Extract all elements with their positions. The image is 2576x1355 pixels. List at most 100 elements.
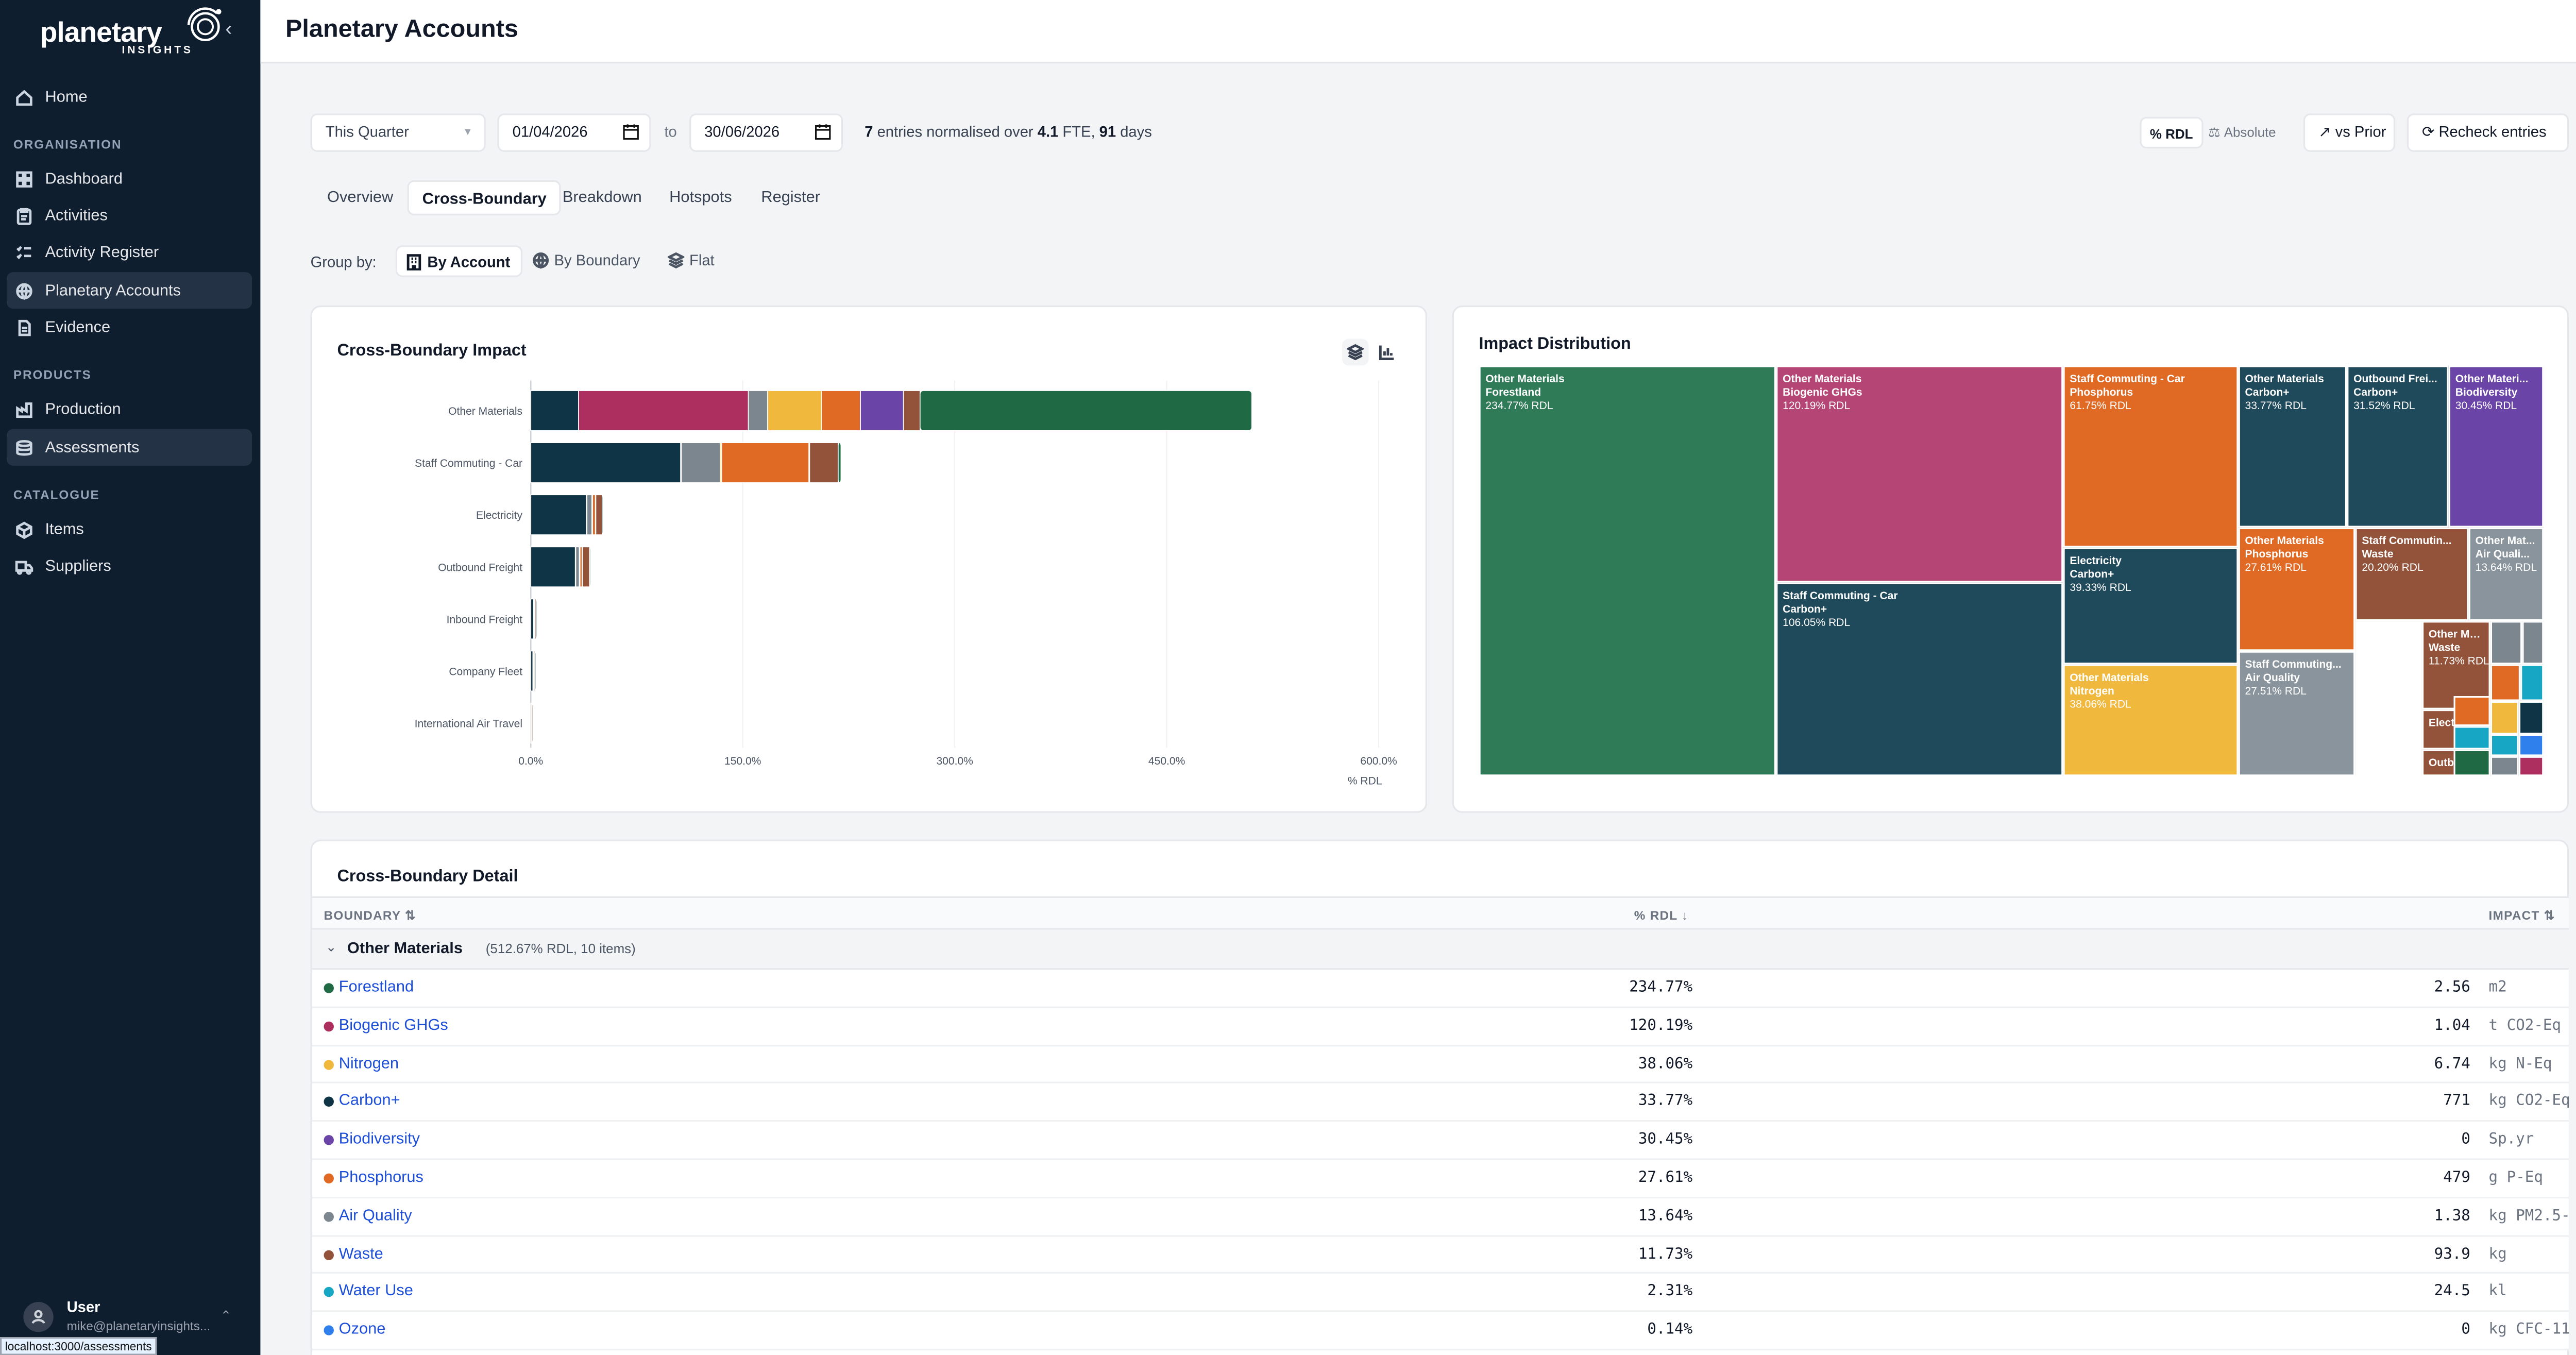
sidebar-item-suppliers[interactable]: Suppliers (7, 548, 252, 584)
treemap-cell[interactable]: Staff Commutin... Waste 20.20% RDL (2355, 527, 2469, 621)
treemap-cell[interactable]: Outbound Frei... Carbon+ 31.52% RDL (2347, 365, 2449, 528)
boundary-link[interactable]: Biogenic GHGs (338, 1016, 448, 1035)
treemap-cell-small[interactable] (2518, 701, 2544, 735)
bar-segment-phosphorus[interactable] (721, 442, 809, 483)
group-by-boundary[interactable]: By Boundary (524, 245, 650, 277)
sidebar-item-dashboard[interactable]: Dashboard (7, 160, 252, 197)
bar-segment-waste[interactable] (809, 442, 839, 483)
vs-prior-button[interactable]: ↗ vs Prior (2303, 113, 2396, 152)
treemap-cell-small[interactable] (2453, 749, 2490, 776)
bar-segment-biogenic[interactable] (578, 390, 749, 431)
group-by-account[interactable]: By Account (395, 245, 522, 277)
table-row[interactable]: Carbon+ 33.77% 771 kg CO2-Eq (312, 1083, 2569, 1122)
boundary-link[interactable]: Phosphorus (338, 1168, 423, 1187)
treemap-cell-small[interactable] (2490, 664, 2521, 701)
sidebar-item-production[interactable]: Production (7, 391, 252, 427)
treemap-cell[interactable]: Other Materials Forestland 234.77% RDL (1479, 365, 1776, 776)
table-row[interactable]: Biodiversity 30.45% 0 Sp.yr (312, 1122, 2569, 1160)
period-select[interactable]: This Quarter ▾ (310, 113, 486, 152)
table-row[interactable]: Phosphorus 27.61% 479 g P-Eq (312, 1160, 2569, 1198)
bar-segment-waste[interactable] (582, 546, 590, 587)
bar-segment-carbon[interactable] (530, 546, 576, 587)
column-header-rdl[interactable]: % RDL ↓ (1634, 908, 1689, 923)
treemap-cell[interactable]: Staff Commuting... Air Quality 27.51% RDL (2238, 651, 2355, 776)
bar-segment-air[interactable] (748, 390, 768, 431)
treemap-cell-small[interactable] (2453, 696, 2490, 726)
boundary-link[interactable]: Waste (338, 1244, 383, 1263)
boundary-link[interactable]: Biodiversity (338, 1130, 420, 1149)
treemap-cell[interactable]: Other Materials Phosphorus 27.61% RDL (2238, 527, 2355, 651)
tab-overview[interactable]: Overview (327, 189, 394, 207)
brand-logo[interactable]: planetary INSIGHTS (40, 7, 224, 57)
treemap-cell-small[interactable] (2490, 734, 2519, 756)
bar-segment-forest[interactable] (602, 494, 604, 535)
boundary-link[interactable]: Carbon+ (338, 1092, 400, 1111)
rdl-toggle[interactable]: % RDL (2140, 116, 2203, 149)
treemap-cell-small[interactable] (2518, 734, 2544, 756)
bar-segment-air[interactable] (681, 442, 721, 483)
table-row[interactable]: Waste 11.73% 93.9 kg (312, 1236, 2569, 1275)
table-row[interactable]: Forestland 234.77% 2.56 m2 (312, 970, 2569, 1008)
bar-segment-forest[interactable] (838, 442, 842, 483)
recheck-entries-button[interactable]: ⟳ Recheck entries (2406, 113, 2569, 152)
sidebar-item-home[interactable]: Home (7, 78, 252, 115)
treemap-cell[interactable]: Other Mat... Air Quali... 13.64% RDL (2468, 527, 2544, 621)
boundary-link[interactable]: Air Quality (338, 1206, 412, 1225)
bar-segment-phosphorus[interactable] (821, 390, 861, 431)
group-by-flat[interactable]: Flat (659, 245, 724, 277)
bar-segment-biodiversity[interactable] (860, 390, 904, 431)
tab-register[interactable]: Register (761, 189, 820, 207)
sidebar-item-planetary-accounts[interactable]: Planetary Accounts (6, 272, 252, 309)
table-row[interactable]: Ozone 0.14% 0 kg CFC-11- (312, 1312, 2569, 1350)
bar-segment-waste[interactable] (903, 390, 921, 431)
table-row[interactable]: Nitrogen 38.06% 6.74 kg N-Eq (312, 1046, 2569, 1084)
bar-segment-air[interactable] (586, 494, 592, 535)
date-from-input[interactable]: 01/04/2026 (497, 113, 651, 152)
treemap-cell-small[interactable] (2453, 726, 2490, 750)
treemap-cell[interactable]: Staff Commuting - Car Phosphorus 61.75% RD… (2063, 365, 2239, 548)
bar-segment-forest[interactable] (534, 650, 537, 692)
treemap-cell-small[interactable] (2490, 756, 2519, 776)
treemap-cell-small[interactable] (2490, 701, 2519, 735)
tab-breakdown[interactable]: Breakdown (562, 189, 642, 207)
table-group-row[interactable]: ⌄ Other Materials (512.67% RDL, 10 items… (312, 929, 2569, 970)
treemap-cell[interactable]: Other Materials Carbon+ 33.77% RDL (2238, 365, 2347, 528)
sidebar-item-evidence[interactable]: Evidence (7, 309, 252, 345)
bar-segment-forest[interactable] (920, 390, 1252, 431)
stacked-view-button[interactable] (1342, 338, 1369, 366)
absolute-toggle[interactable]: ⚖ Absolute (2208, 125, 2276, 141)
bar-segment-carbon[interactable] (530, 598, 534, 640)
column-header-impact[interactable]: IMPACT ⇅ (2488, 908, 2555, 923)
boundary-link[interactable]: Water Use (338, 1282, 413, 1301)
treemap-cell[interactable]: Other Materi... Biodiversity 30.45% RDL (2448, 365, 2544, 528)
table-row[interactable]: Water Use 2.31% 24.5 kl (312, 1274, 2569, 1313)
bar-segment-air[interactable] (575, 546, 580, 587)
user-menu[interactable]: User mike@planetaryinsights... ⌃ (0, 1285, 260, 1342)
bar-segment-carbon[interactable] (530, 442, 681, 483)
bar-segment-carbon[interactable] (530, 390, 579, 431)
column-header-boundary[interactable]: BOUNDARY ⇅ (324, 908, 416, 923)
treemap-cell[interactable]: Other Materials Nitrogen 38.06% RDL (2063, 664, 2239, 776)
tab-cross-boundary[interactable]: Cross-Boundary (407, 180, 562, 215)
boundary-link[interactable]: Forestland (338, 978, 414, 997)
date-to-input[interactable]: 30/06/2026 (689, 113, 843, 152)
bar-segment-carbon[interactable] (530, 494, 587, 535)
boundary-link[interactable]: Ozone (338, 1320, 386, 1339)
treemap-cell-small[interactable] (2522, 621, 2544, 665)
sidebar-item-assessments[interactable]: Assessments (6, 429, 252, 466)
table-row[interactable]: Air Quality 13.64% 1.38 kg PM2.5-E (312, 1198, 2569, 1237)
boundary-link[interactable]: Nitrogen (338, 1054, 399, 1073)
sidebar-item-items[interactable]: Items (7, 511, 252, 547)
tab-hotspots[interactable]: Hotspots (669, 189, 732, 207)
treemap-cell-small[interactable] (2520, 664, 2544, 701)
bar-segment-waste[interactable] (595, 494, 603, 535)
sidebar-item-activities[interactable]: Activities (7, 197, 252, 233)
bar-segment-phosphorus[interactable] (592, 494, 596, 535)
table-row[interactable]: Biogenic GHGs 120.19% 1.04 t CO2-Eq (312, 1008, 2569, 1046)
bar-segment-waste[interactable] (531, 702, 534, 744)
treemap-cell[interactable]: Electricity Carbon+ 39.33% RDL (2063, 547, 2239, 665)
bar-segment-nitrogen[interactable] (767, 390, 822, 431)
treemap-cell-small[interactable] (2518, 756, 2544, 776)
treemap-cell[interactable]: Staff Commuting - Car Carbon+ 106.05% RDL (1776, 582, 2063, 776)
bar-segment-forest[interactable] (535, 598, 538, 640)
